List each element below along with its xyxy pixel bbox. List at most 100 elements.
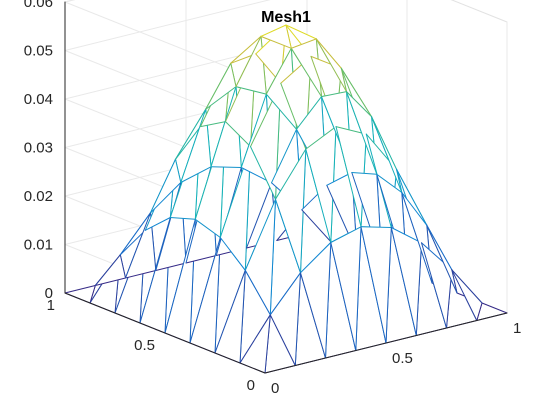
mesh-face: [65, 285, 96, 303]
mesh-face: [150, 159, 181, 213]
mesh-edge: [94, 277, 126, 286]
mesh-edge: [119, 212, 151, 256]
mesh-edge: [451, 269, 483, 304]
mesh-face: [300, 242, 331, 358]
mesh-edge: [225, 121, 251, 148]
mesh-edge: [269, 314, 296, 366]
mesh-face: [361, 226, 392, 343]
mesh-face: [295, 272, 326, 366]
mesh-edge: [346, 91, 372, 118]
mesh-edge: [371, 116, 397, 170]
mesh-edge: [275, 148, 307, 200]
mesh-face: [205, 63, 236, 110]
mesh-edge: [244, 269, 271, 316]
mesh-edge: [89, 285, 96, 304]
mesh-face: [240, 314, 271, 373]
mesh-face: [275, 149, 306, 273]
mesh-edge: [240, 93, 267, 168]
z-tick-label: 0: [45, 285, 53, 302]
mesh-edge: [376, 173, 403, 193]
mesh-edge: [239, 269, 246, 364]
mesh-edge: [239, 314, 271, 364]
mesh-edge: [340, 67, 372, 118]
mesh-face: [451, 269, 482, 321]
mesh-face: [165, 219, 196, 343]
mesh-edge: [315, 38, 347, 93]
mesh-edge: [451, 269, 458, 294]
mesh-edge: [476, 302, 483, 321]
mesh-edge: [194, 218, 221, 238]
mesh-edge: [335, 126, 362, 228]
mesh-edge: [390, 227, 422, 244]
mesh-edge: [260, 35, 267, 95]
mesh-face: [190, 237, 221, 353]
mesh-face: [330, 226, 361, 351]
mesh-face: [250, 83, 281, 200]
mesh-edge: [175, 108, 207, 160]
mesh-edge: [169, 217, 196, 220]
y-axis-line: [64, 292, 266, 374]
mesh-edge: [210, 86, 237, 168]
mesh-edge: [351, 172, 378, 175]
x-tick-label: 0.5: [392, 350, 413, 367]
mesh-edge: [210, 166, 242, 168]
mesh-edge: [294, 272, 301, 366]
mesh-face: [270, 199, 301, 315]
mesh-edge: [230, 35, 262, 64]
mesh-edge: [189, 237, 221, 344]
mesh-edge: [396, 168, 428, 226]
mesh-edge: [421, 242, 447, 329]
mesh-edge: [164, 218, 196, 334]
mesh-face: [325, 242, 356, 358]
mesh-face: [270, 272, 301, 366]
mesh-edge: [315, 38, 342, 69]
mesh-face: [265, 314, 296, 373]
mesh-face: [476, 303, 507, 321]
mesh-edge: [300, 242, 332, 274]
mesh-surface: [64, 24, 508, 374]
mesh-edge: [175, 158, 182, 183]
mesh-edge: [235, 86, 267, 95]
mesh-edge: [305, 126, 337, 150]
mesh-edge: [185, 255, 217, 264]
mesh-face: [215, 237, 246, 353]
mesh-edge: [360, 226, 387, 344]
mesh-face: [215, 270, 246, 363]
mesh-edge: [119, 254, 126, 279]
mesh-edge: [301, 209, 333, 244]
mesh-edge: [200, 121, 226, 128]
z-tick-label: 0.02: [24, 188, 53, 205]
mesh-edge: [144, 217, 171, 231]
chart-title: Mesh1: [261, 9, 311, 26]
mesh-edge: [296, 96, 322, 130]
back-edge: [450, 0, 508, 23]
mesh-face: [305, 126, 336, 243]
mesh-edge: [264, 314, 271, 374]
z-tick-label: 0.04: [24, 91, 53, 108]
mesh-edge: [305, 148, 332, 243]
mesh-edge: [260, 24, 287, 37]
z-tick-label: 0.05: [24, 43, 53, 60]
mesh-edge: [214, 237, 221, 354]
z-tick-label: 0.01: [24, 237, 53, 254]
mesh-edge: [415, 242, 422, 336]
mesh-edge: [205, 86, 237, 110]
mesh-edge: [481, 302, 508, 314]
mesh-edge: [205, 62, 232, 110]
mesh-edge: [250, 146, 276, 200]
x-axis-line: [264, 312, 508, 374]
mesh-face: [180, 109, 211, 183]
mesh-edge: [244, 198, 276, 271]
mesh-edge: [94, 254, 121, 286]
z-tick-label: 0.06: [24, 0, 53, 11]
mesh-edge: [360, 226, 392, 228]
mesh-edge: [155, 262, 187, 271]
mesh-edge: [235, 35, 262, 88]
mesh-edge: [230, 62, 237, 88]
mesh-edge: [285, 24, 317, 40]
mesh-edge: [321, 91, 347, 98]
mesh-face: [355, 226, 386, 351]
mesh-edge: [219, 237, 246, 271]
mesh-edge: [451, 269, 478, 321]
